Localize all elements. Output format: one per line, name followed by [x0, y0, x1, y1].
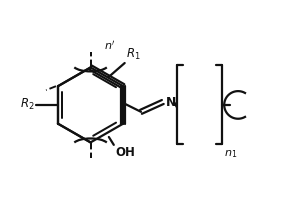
Text: $n_1$: $n_1$: [224, 148, 238, 160]
Text: N: N: [166, 96, 176, 109]
Text: $R_1$: $R_1$: [126, 47, 140, 62]
Text: $R_2$: $R_2$: [20, 97, 34, 112]
Text: $n'$: $n'$: [104, 39, 116, 52]
Text: OH: OH: [116, 146, 136, 159]
